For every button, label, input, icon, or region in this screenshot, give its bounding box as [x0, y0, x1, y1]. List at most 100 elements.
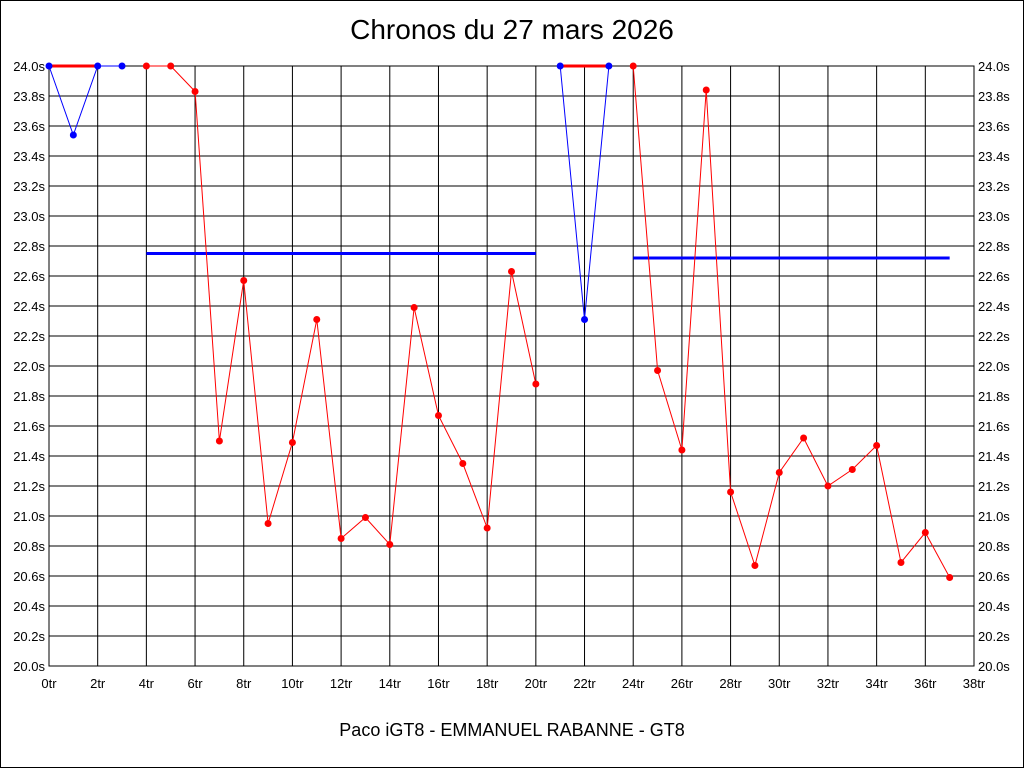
x-tick-label: 16tr — [427, 676, 450, 691]
y-tick-label-right: 23.8s — [978, 89, 1010, 104]
data-point — [191, 88, 199, 95]
series-line — [48, 65, 122, 137]
x-tick-label: 34tr — [865, 676, 888, 691]
x-tick-label: 20tr — [525, 676, 548, 691]
y-tick-label-right: 20.0s — [978, 659, 1010, 674]
y-tick-label-left: 23.0s — [13, 209, 45, 224]
data-point — [605, 62, 613, 70]
chart-subtitle: Paco iGT8 - EMMANUEL RABANNE - GT8 — [339, 720, 685, 740]
y-tick-label-right: 23.2s — [978, 179, 1010, 194]
series-lines — [48, 65, 951, 578]
y-tick-label-right: 22.2s — [978, 329, 1010, 344]
data-point — [532, 380, 540, 388]
y-tick-label-right: 23.6s — [978, 119, 1010, 134]
x-tick-label: 24tr — [622, 676, 645, 691]
data-point — [167, 62, 175, 70]
plot-border — [48, 65, 975, 667]
data-point — [848, 466, 856, 473]
y-tick-label-left: 22.6s — [13, 269, 45, 284]
data-point — [921, 529, 929, 536]
y-tick-label-left: 21.2s — [13, 479, 45, 494]
data-point — [361, 514, 369, 521]
x-tick-label: 0tr — [41, 676, 57, 691]
data-point — [215, 437, 223, 445]
y-tick-label-left: 20.2s — [13, 629, 45, 644]
x-tick-label: 28tr — [719, 676, 742, 691]
y-tick-label-right: 22.8s — [978, 239, 1010, 254]
y-tick-label-right: 24.0s — [978, 59, 1010, 74]
y-tick-label-right: 21.0s — [978, 509, 1010, 524]
y-tick-label-left: 20.4s — [13, 599, 45, 614]
data-point — [434, 412, 442, 419]
x-tick-label: 18tr — [476, 676, 499, 691]
series-line — [632, 65, 951, 578]
y-tick-label-left: 23.6s — [13, 119, 45, 134]
data-point — [118, 62, 126, 70]
data-point — [775, 469, 783, 476]
y-tick-label-left: 21.8s — [13, 389, 45, 404]
data-point — [313, 316, 321, 323]
data-point — [410, 304, 418, 311]
data-point — [581, 316, 589, 323]
data-point — [386, 541, 394, 548]
x-tick-labels: 0tr 2tr 4tr 6tr 8tr 10tr 12tr 14tr 16tr 18tr 20tr 2… — [41, 676, 985, 691]
data-point — [264, 520, 272, 527]
x-tick-label: 2tr — [90, 676, 106, 691]
y-tick-label-left: 22.8s — [13, 239, 45, 254]
y-tick-label-right: 20.4s — [978, 599, 1010, 614]
x-tick-label: 30tr — [768, 676, 791, 691]
x-tick-label: 22tr — [573, 676, 596, 691]
y-tick-label-right: 22.0s — [978, 359, 1010, 374]
grid — [48, 65, 975, 667]
data-point — [556, 62, 564, 70]
data-points — [45, 62, 954, 581]
data-point — [337, 535, 345, 542]
y-tick-label-left: 23.4s — [13, 149, 45, 164]
y-tick-label-left: 20.6s — [13, 569, 45, 584]
data-point — [751, 562, 759, 569]
x-tick-label: 26tr — [671, 676, 694, 691]
data-point — [678, 446, 686, 454]
data-point — [654, 367, 662, 374]
y-tick-label-left: 21.4s — [13, 449, 45, 464]
data-point — [142, 62, 150, 70]
y-tick-label-right: 21.4s — [978, 449, 1010, 464]
data-point — [824, 482, 832, 490]
data-point — [897, 559, 905, 566]
data-point — [702, 86, 710, 94]
data-point — [459, 460, 467, 467]
y-tick-label-left: 22.4s — [13, 299, 45, 314]
y-tick-label-left: 22.2s — [13, 329, 45, 344]
x-tick-label: 4tr — [139, 676, 155, 691]
data-point — [69, 131, 77, 139]
x-tick-label: 38tr — [963, 676, 986, 691]
y-tick-label-left: 22.0s — [13, 359, 45, 374]
data-point — [483, 524, 491, 532]
y-tick-label-left: 20.0s — [13, 659, 45, 674]
y-tick-label-right: 21.6s — [978, 419, 1010, 434]
y-tick-label-left: 20.8s — [13, 539, 45, 554]
data-point — [288, 439, 296, 446]
y-tick-label-left: 23.8s — [13, 89, 45, 104]
x-tick-label: 10tr — [281, 676, 304, 691]
y-tick-label-left: 24.0s — [13, 59, 45, 74]
y-tick-label-right: 23.0s — [978, 209, 1010, 224]
data-point — [946, 574, 954, 581]
x-tick-label: 6tr — [187, 676, 203, 691]
x-tick-label: 36tr — [914, 676, 937, 691]
x-tick-label: 32tr — [817, 676, 840, 691]
data-point — [727, 488, 735, 496]
average-lines — [49, 64, 950, 260]
data-point — [800, 434, 808, 442]
x-tick-label: 8tr — [236, 676, 252, 691]
y-tick-label-right: 22.6s — [978, 269, 1010, 284]
chart-title: Chronos du 27 mars 2026 — [350, 14, 674, 45]
data-point — [629, 62, 637, 70]
y-tick-label-left: 21.6s — [13, 419, 45, 434]
data-point — [45, 62, 53, 70]
y-tick-label-right: 21.2s — [978, 479, 1010, 494]
x-tick-label: 14tr — [379, 676, 402, 691]
data-point — [94, 62, 102, 70]
